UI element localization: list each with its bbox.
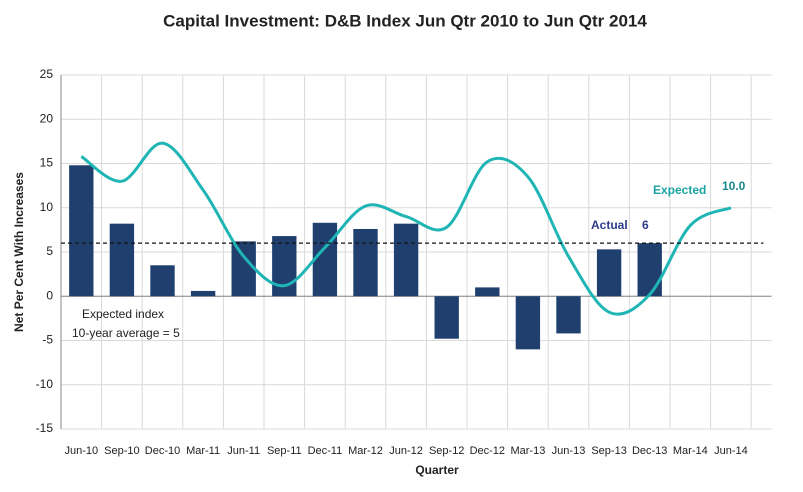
bar	[556, 296, 581, 334]
x-tick-label: Mar-13	[510, 445, 545, 457]
bar	[637, 243, 662, 297]
x-tick-label: Mar-14	[673, 445, 708, 457]
annotation: 10.0	[722, 179, 746, 193]
bar	[150, 265, 175, 297]
bar	[596, 249, 622, 297]
x-tick-label: Sep-13	[591, 445, 626, 457]
annotation: Expected index	[82, 307, 164, 321]
x-tick-label: Mar-11	[186, 445, 220, 457]
y-tick-label: 5	[46, 244, 53, 258]
bar	[434, 296, 459, 339]
x-tick-label: Sep-12	[429, 445, 464, 457]
y-tick-label: 25	[40, 67, 54, 81]
bar	[475, 287, 500, 297]
bar	[190, 290, 216, 297]
x-tick-label: Jun-12	[389, 445, 423, 457]
bar	[312, 222, 338, 297]
annotation: 6	[642, 218, 649, 232]
bar	[231, 241, 256, 297]
x-tick-label: Dec-13	[632, 445, 667, 457]
bar	[353, 228, 378, 297]
x-tick-label: Dec-10	[145, 445, 180, 457]
x-tick-label: Jun-14	[714, 445, 748, 457]
annotation: Expected	[653, 183, 706, 197]
y-tick-label: -15	[36, 421, 54, 435]
annotation: Actual	[591, 218, 628, 232]
annotation: 10-year average = 5	[72, 326, 180, 340]
x-tick-label: Dec-11	[308, 445, 343, 457]
y-axis-label: Net Per Cent With Increases	[12, 172, 26, 332]
y-tick-label: 20	[40, 111, 54, 125]
y-tick-label: 0	[46, 288, 53, 302]
y-tick-label: -5	[42, 333, 53, 347]
bar	[393, 223, 419, 297]
y-tick-label: 10	[40, 200, 54, 214]
x-tick-label: Jun-13	[552, 445, 586, 457]
bar	[515, 296, 541, 350]
x-tick-label: Dec-12	[470, 445, 505, 457]
x-axis-label: Quarter	[415, 463, 459, 477]
y-tick-label: 15	[40, 156, 54, 170]
line	[80, 141, 732, 316]
x-tick-label: Jun-10	[64, 445, 98, 457]
x-tick-label: Jun-11	[227, 445, 260, 457]
y-tick-label: -10	[36, 377, 54, 391]
x-tick-label: Sep-10	[104, 445, 139, 457]
bar	[272, 236, 297, 297]
bar	[109, 223, 135, 297]
x-tick-label: Mar-12	[348, 445, 383, 457]
chart-title: Capital Investment: D&B Index Jun Qtr 20…	[163, 11, 647, 30]
bar	[69, 165, 94, 297]
x-tick-label: Sep-11	[267, 445, 302, 457]
